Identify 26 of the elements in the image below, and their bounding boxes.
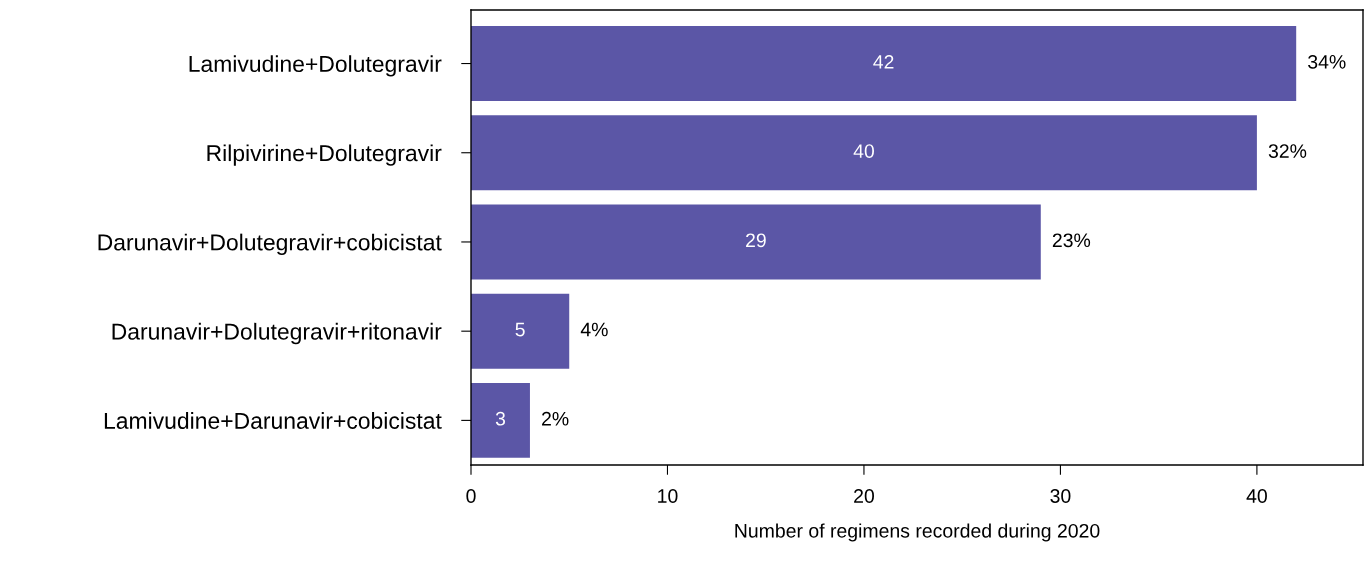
data-label: 5 (515, 322, 525, 337)
annotation: 34% (1308, 54, 1346, 69)
y-tick-label: Darunavir+Dolutegravir+cobicistat (98, 233, 442, 256)
annotation: 32% (1268, 144, 1307, 158)
x-tick-label: 20 (854, 489, 875, 503)
y-tick-label: Darunavir+Dolutegravir+ritonavir (112, 322, 442, 345)
data-label: 42 (873, 54, 894, 69)
x-tick-label: 10 (658, 489, 678, 503)
x-tick-label: 0 (466, 489, 476, 503)
x-tick-label: 30 (1050, 489, 1071, 503)
bar (471, 382, 530, 458)
bar (471, 293, 570, 369)
x-axis-title: Number of regimens recorded during 2020 (735, 523, 1100, 542)
y-tick-label: Lamivudine+Darunavir+cobicistat (104, 412, 442, 429)
annotation: 2% (542, 411, 569, 426)
annotation: 23% (1052, 233, 1091, 248)
x-tick-label: 40 (1246, 489, 1267, 503)
bar (471, 115, 1257, 191)
data-label: 40 (853, 144, 875, 158)
annotation: 4% (580, 322, 608, 337)
data-label: 29 (746, 233, 766, 248)
y-tick-label: Lamivudine+Dolutegravir (189, 55, 442, 77)
bar (471, 204, 1041, 280)
bar (471, 26, 1297, 101)
y-tick-label: Rilpivirine+Dolutegravir (207, 144, 442, 166)
data-label: 3 (495, 411, 506, 426)
